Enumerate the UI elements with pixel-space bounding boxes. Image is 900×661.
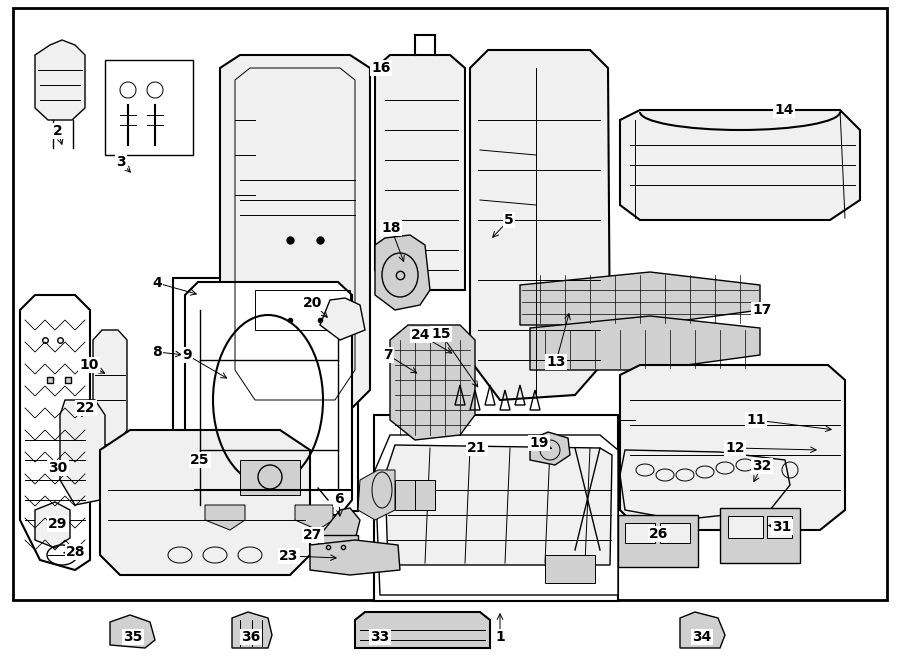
Polygon shape xyxy=(20,295,90,570)
Polygon shape xyxy=(205,505,245,530)
Text: 1: 1 xyxy=(495,630,505,644)
Bar xyxy=(720,508,800,563)
Bar xyxy=(395,480,435,510)
Text: 23: 23 xyxy=(279,549,299,563)
Text: 27: 27 xyxy=(303,528,323,542)
Polygon shape xyxy=(110,615,155,648)
Bar xyxy=(318,535,358,563)
Text: 18: 18 xyxy=(382,221,400,235)
Polygon shape xyxy=(375,55,465,290)
Text: 29: 29 xyxy=(49,517,68,531)
Polygon shape xyxy=(390,325,475,440)
Text: 8: 8 xyxy=(152,345,162,359)
Text: 9: 9 xyxy=(182,348,192,362)
Text: 10: 10 xyxy=(79,358,99,372)
Text: 25: 25 xyxy=(190,453,210,467)
Text: 14: 14 xyxy=(774,103,794,117)
Polygon shape xyxy=(355,612,490,648)
Text: 6: 6 xyxy=(334,492,344,506)
Text: 24: 24 xyxy=(411,328,431,342)
Bar xyxy=(240,460,300,495)
Text: 31: 31 xyxy=(772,520,792,534)
Polygon shape xyxy=(620,110,860,220)
Polygon shape xyxy=(385,445,612,565)
Text: 16: 16 xyxy=(372,61,391,75)
Bar xyxy=(13,8,887,600)
Text: 5: 5 xyxy=(504,213,514,227)
Bar xyxy=(173,278,358,511)
Polygon shape xyxy=(185,282,352,515)
Text: 26: 26 xyxy=(649,527,669,541)
Bar xyxy=(255,290,350,330)
Bar xyxy=(374,415,618,601)
Polygon shape xyxy=(470,50,610,400)
Polygon shape xyxy=(35,40,85,120)
Text: 30: 30 xyxy=(49,461,68,475)
Bar xyxy=(545,555,595,583)
Polygon shape xyxy=(358,470,395,520)
Polygon shape xyxy=(520,272,760,325)
Bar xyxy=(618,515,698,567)
Polygon shape xyxy=(60,400,105,505)
Polygon shape xyxy=(232,612,272,648)
Polygon shape xyxy=(320,298,365,340)
Polygon shape xyxy=(375,235,430,310)
Polygon shape xyxy=(375,435,618,595)
Text: 17: 17 xyxy=(752,303,771,317)
Text: 33: 33 xyxy=(371,630,390,644)
Polygon shape xyxy=(680,612,725,648)
Text: 3: 3 xyxy=(116,155,126,169)
Polygon shape xyxy=(35,502,70,548)
Text: 35: 35 xyxy=(123,630,143,644)
Text: 22: 22 xyxy=(76,401,95,415)
Bar xyxy=(105,60,193,155)
Text: 19: 19 xyxy=(529,436,549,450)
Bar xyxy=(625,523,655,543)
Text: 4: 4 xyxy=(152,276,162,290)
Text: 34: 34 xyxy=(692,630,712,644)
Bar xyxy=(660,523,690,543)
Text: 28: 28 xyxy=(67,545,86,559)
Bar xyxy=(728,516,763,538)
Text: 2: 2 xyxy=(53,124,63,138)
Polygon shape xyxy=(100,430,310,575)
Text: 7: 7 xyxy=(383,348,392,362)
Polygon shape xyxy=(320,508,360,548)
Bar xyxy=(767,516,792,538)
Polygon shape xyxy=(220,55,370,420)
Polygon shape xyxy=(530,432,570,465)
Text: 20: 20 xyxy=(303,296,323,310)
Text: 36: 36 xyxy=(241,630,261,644)
Text: 15: 15 xyxy=(431,327,451,341)
Polygon shape xyxy=(295,505,333,530)
Text: 32: 32 xyxy=(752,459,771,473)
Text: 13: 13 xyxy=(546,355,566,369)
Polygon shape xyxy=(93,330,127,445)
Polygon shape xyxy=(310,540,400,575)
Polygon shape xyxy=(620,365,845,530)
Text: 21: 21 xyxy=(467,441,487,455)
Text: 11: 11 xyxy=(746,413,766,427)
Polygon shape xyxy=(530,316,760,370)
Text: 12: 12 xyxy=(725,441,745,455)
